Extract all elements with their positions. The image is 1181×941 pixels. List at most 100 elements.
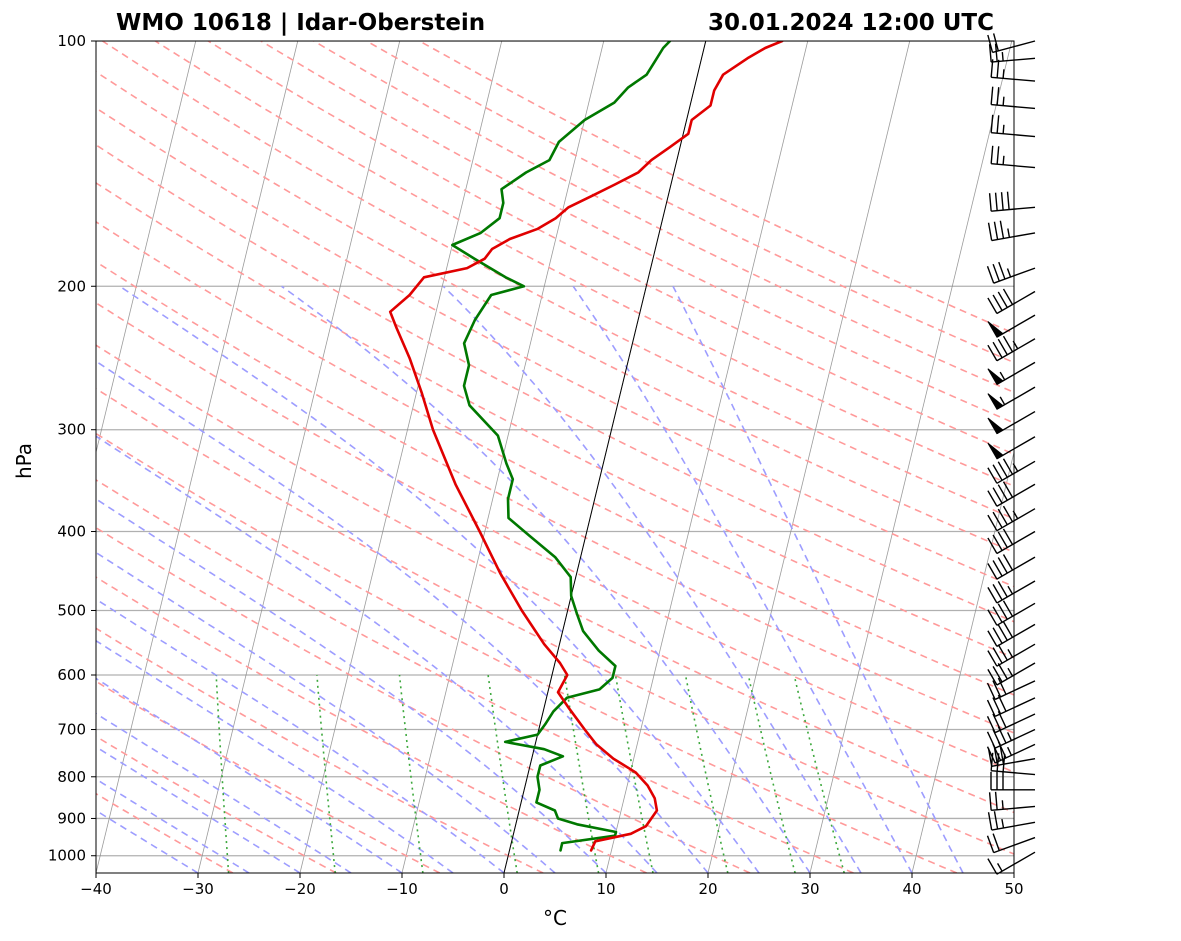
wind-barb-staff: [991, 757, 1036, 767]
wind-barb-flag: [992, 487, 1003, 504]
wind-barb-flag: [992, 833, 1000, 851]
chart-title-station: WMO 10618 | Idar-Oberstein: [116, 10, 485, 36]
wind-barb: [988, 191, 1036, 212]
wind-barb-flag: [997, 581, 1008, 598]
mixing-ratio-lines: [215, 674, 845, 873]
y-tick-label: 100: [57, 32, 86, 50]
wind-barb-staff: [996, 530, 1036, 555]
wind-barb-flag: [986, 746, 996, 764]
wind-barb-half-flag: [1006, 732, 1013, 741]
wind-barb: [990, 145, 1036, 169]
wind-barb-half-flag: [1012, 340, 1019, 350]
wind-barb: [987, 481, 1036, 507]
wind-barb-flag: [992, 464, 1003, 481]
wind-barb: [987, 458, 1036, 484]
y-tick-label: 900: [57, 809, 86, 827]
wind-barb: [990, 771, 1035, 791]
wind-barb: [990, 86, 1036, 110]
isotherm-line: [809, 41, 1013, 873]
wind-barb-half-flag: [1001, 800, 1004, 810]
dry-adiabat: [96, 680, 441, 873]
wind-barb-staff: [996, 556, 1036, 580]
x-tick-label: 40: [902, 880, 921, 898]
wind-barb-staff: [994, 697, 1036, 718]
wind-barb-flag: [986, 266, 995, 284]
wind-barb-flag: [987, 344, 998, 362]
wind-barb-half-flag: [1012, 463, 1019, 472]
wind-barb-flag: [986, 835, 995, 853]
moist-adiabat: [96, 712, 352, 873]
wind-barb: [987, 220, 1036, 242]
x-tick-label: 0: [499, 880, 509, 898]
y-tick-label: 200: [57, 277, 86, 295]
mixing-ratio-line: [747, 674, 796, 873]
wind-barb: [987, 361, 1036, 386]
y-tick-label: 300: [57, 421, 86, 439]
wind-barb-flag: [992, 584, 1003, 601]
wind-barb-flag: [986, 716, 996, 733]
dry-adiabat: [96, 576, 647, 873]
wind-barb-flag: [987, 537, 998, 554]
moist-adiabat: [96, 435, 658, 873]
y-tick-label: 800: [57, 768, 86, 786]
dry-adiabat: [260, 41, 1014, 424]
isotherm-line: [96, 41, 299, 873]
wind-barb-flag: [1002, 481, 1014, 498]
wind-barb-pennant: [987, 417, 1004, 435]
wind-barb-flag: [986, 699, 996, 717]
wind-barb-flag: [990, 145, 994, 164]
wind-barb-staff: [994, 728, 1036, 749]
dry-adiabat: [207, 41, 1014, 456]
wind-barb-flag: [996, 115, 1000, 134]
x-axis-label: °C: [543, 906, 567, 930]
wind-barb-flag: [990, 114, 994, 133]
wind-barb-half-flag: [1002, 96, 1005, 106]
wind-barb-staff: [996, 508, 1036, 532]
wind-barb-staff: [991, 821, 1036, 831]
wind-barb-flag: [1002, 600, 1014, 617]
wind-barb-flag: [987, 222, 993, 241]
isotherm-line: [605, 41, 809, 873]
dry-adiabat: [96, 735, 337, 873]
wind-barb-flag: [1002, 458, 1014, 475]
wind-barb-half-flag: [1006, 268, 1012, 278]
moist-adiabat: [96, 551, 556, 873]
wind-barb-flag: [997, 531, 1008, 548]
wind-barb-flag: [992, 697, 1002, 715]
wind-barb-staff: [993, 267, 1036, 284]
wind-barb: [987, 600, 1036, 626]
wind-barb: [987, 580, 1036, 604]
dry-adiabat: [96, 107, 1014, 588]
wind-barb-flag: [992, 294, 1003, 311]
isotherm-line: [1013, 871, 1014, 873]
wind-barb: [987, 314, 1036, 338]
x-tick-label: 10: [596, 880, 615, 898]
moist-adiabat: [96, 360, 709, 873]
wind-barb-flag: [1002, 288, 1014, 305]
wind-barb-flag: [993, 811, 999, 830]
wind-barb-flag: [992, 606, 1003, 623]
wind-barb: [990, 59, 1036, 82]
moist-adiabat: [96, 809, 199, 873]
isotherm-lines: [96, 41, 1014, 873]
wind-barb-half-flag: [1007, 649, 1014, 658]
wind-barb-staff: [991, 805, 1036, 811]
wind-barb-staff: [996, 643, 1036, 667]
dry-adiabat: [96, 143, 1014, 623]
wind-barb-staff: [993, 836, 1036, 854]
dry-adiabat: [96, 526, 751, 873]
wind-barb-flag: [987, 467, 998, 484]
reference-lines: [96, 41, 1014, 873]
wind-barb-flag: [997, 624, 1008, 641]
wind-barb-staff: [991, 57, 1036, 63]
wind-barb-flag: [987, 609, 998, 626]
wind-barb-flag: [999, 746, 1005, 765]
wind-barb: [987, 811, 1036, 831]
wind-barb-staff: [996, 623, 1036, 647]
wind-barb: [988, 791, 1036, 811]
wind-barb-flag: [1002, 528, 1014, 545]
wind-barb-flag: [997, 663, 1008, 680]
wind-barb-flag: [1002, 505, 1014, 523]
wind-barb-flag: [987, 630, 998, 647]
